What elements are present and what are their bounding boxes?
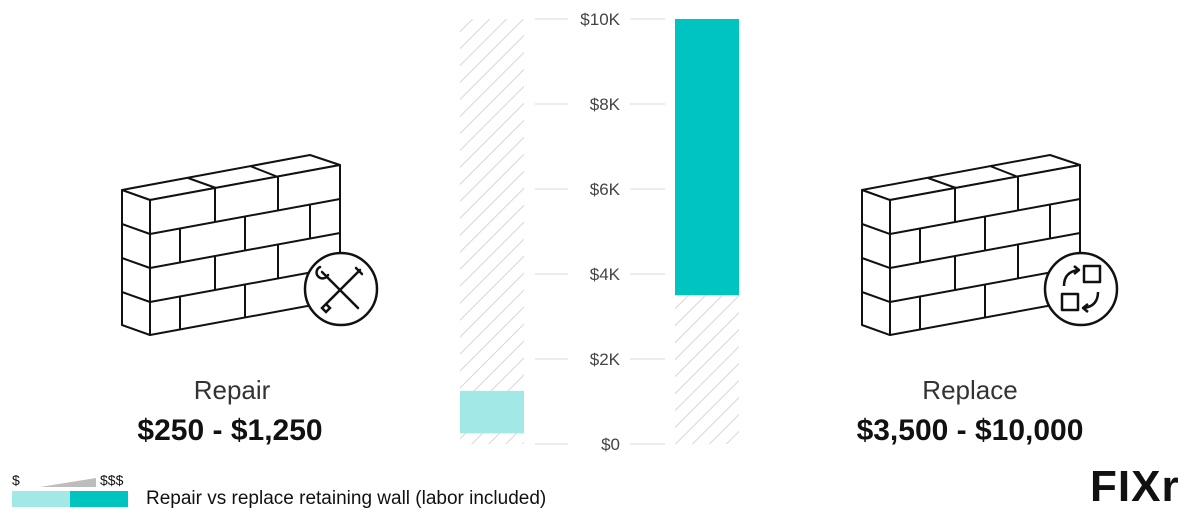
replace-wall-illustration <box>861 154 1081 336</box>
repair-label: Repair <box>193 375 271 405</box>
wrench-screwdriver-icon <box>303 251 379 327</box>
legend-high-swatch <box>70 491 128 507</box>
replace-range-label: $3,500 - $10,000 <box>856 414 1084 447</box>
y-tick-label-5: $10K <box>580 10 620 29</box>
replace-label: Replace <box>922 375 1018 405</box>
y-tick-label-4: $8K <box>590 95 621 114</box>
cost-range-chart: $0 $2K $4K $6K $8K $10K <box>460 10 739 454</box>
repair-wall-illustration <box>121 154 341 336</box>
y-tick-label-3: $6K <box>590 180 621 199</box>
range-bar-repair <box>460 390 524 434</box>
repair-range-label: $250 - $1,250 <box>137 414 323 447</box>
range-bar-replace <box>675 19 739 296</box>
y-tick-label-0: $0 <box>601 435 620 454</box>
legend-gradient-wedge <box>40 478 96 487</box>
y-tick-label-2: $4K <box>590 265 621 284</box>
legend-low-symbol: $ <box>12 472 20 488</box>
legend-low-swatch <box>12 491 70 507</box>
swap-arrows-icon <box>1043 251 1119 327</box>
bar-background-repair <box>460 19 524 444</box>
fixr-logo: FIXr <box>1090 462 1180 511</box>
legend-caption: Repair vs replace retaining wall (labor … <box>146 488 547 509</box>
legend-high-symbol: $$$ <box>100 472 124 488</box>
y-tick-label-1: $2K <box>590 350 621 369</box>
